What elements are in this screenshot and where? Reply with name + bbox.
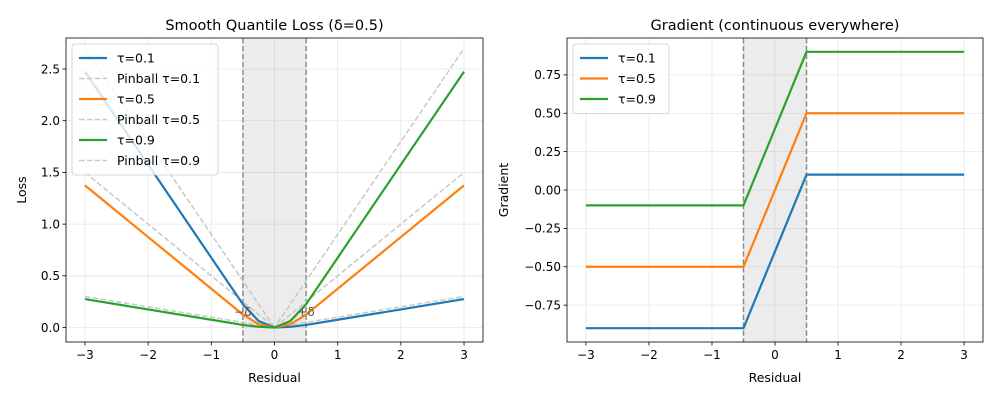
y-tick-label: 0.0 [41, 321, 60, 335]
y-tick-label: −0.50 [524, 260, 561, 274]
delta-annotation: +δ [297, 305, 314, 319]
x-tick-label: −2 [139, 348, 157, 362]
series-line-2 [585, 112, 965, 268]
y-axis-label: Gradient [496, 163, 511, 218]
x-tick-label: 2 [897, 348, 905, 362]
x-axis-label: Residual [248, 370, 301, 385]
y-tick-label: −0.25 [524, 222, 561, 236]
legend-label: τ=0.1 [117, 51, 155, 66]
y-tick-label: 2.5 [41, 62, 60, 76]
x-tick-label: −1 [703, 348, 721, 362]
y-tick-label: −0.75 [524, 298, 561, 312]
legend-label: τ=0.9 [117, 133, 155, 148]
series-line-5 [84, 70, 465, 329]
legend: τ=0.1 Pinball τ=0.1 τ=0.5 Pinball τ=0.5 τ=0.… [71, 43, 219, 176]
legend-label: τ=0.5 [618, 71, 656, 86]
x-tick-label: −3 [76, 348, 94, 362]
y-tick-label: 1.0 [41, 217, 60, 231]
y-tick-label: 0.25 [534, 145, 561, 159]
x-tick-label: 1 [334, 348, 342, 362]
y-tick-label: 0.50 [534, 107, 561, 121]
shaded-region [242, 38, 307, 342]
x-tick-label: 2 [397, 348, 405, 362]
legend-label: τ=0.1 [618, 51, 656, 66]
x-tick-label: 0 [771, 348, 779, 362]
legend-box [572, 43, 670, 114]
x-tick-label: 3 [960, 348, 968, 362]
y-tick-label: 0.75 [534, 68, 561, 82]
legend-box [71, 43, 219, 176]
chart-panel-1: −δ +δ −3 −2 −1 0 1 2 3 0.0 0.5 1.0 1.5 2.0 2.5 Smooth Q… [14, 18, 484, 385]
series-line-1 [585, 173, 965, 330]
x-tick-label: 3 [460, 348, 468, 362]
legend-label: Pinball τ=0.5 [117, 112, 200, 127]
legend: τ=0.1 τ=0.5 τ=0.9 [572, 43, 670, 114]
y-tick-label: 0.00 [534, 183, 561, 197]
x-axis-label: Residual [749, 370, 802, 385]
chart-panel-2: −3 −2 −1 0 1 2 3 −0.75 −0.50 −0.25 0.00 0.25 0.50 0.7… [496, 18, 984, 385]
x-tick-label: −1 [202, 348, 220, 362]
legend-label: τ=0.5 [117, 92, 155, 107]
legend-label: Pinball τ=0.1 [117, 71, 200, 86]
x-tick-label: −2 [640, 348, 658, 362]
y-tick-label: 1.5 [41, 166, 60, 180]
legend-label: Pinball τ=0.9 [117, 153, 200, 168]
y-tick-label: 0.5 [41, 269, 60, 283]
x-tick-label: −3 [577, 348, 595, 362]
y-tick-label: 2.0 [41, 114, 60, 128]
delta-annotation: −δ [234, 305, 251, 319]
x-tick-label: 0 [271, 348, 279, 362]
y-axis-label: Loss [14, 176, 29, 203]
chart-title: Smooth Quantile Loss (δ=0.5) [165, 18, 383, 34]
series-line-3 [585, 50, 965, 207]
legend-label: τ=0.9 [618, 92, 656, 107]
chart-title: Gradient (continuous everywhere) [651, 18, 900, 34]
x-tick-label: 1 [834, 348, 842, 362]
series-line-1 [84, 70, 465, 329]
